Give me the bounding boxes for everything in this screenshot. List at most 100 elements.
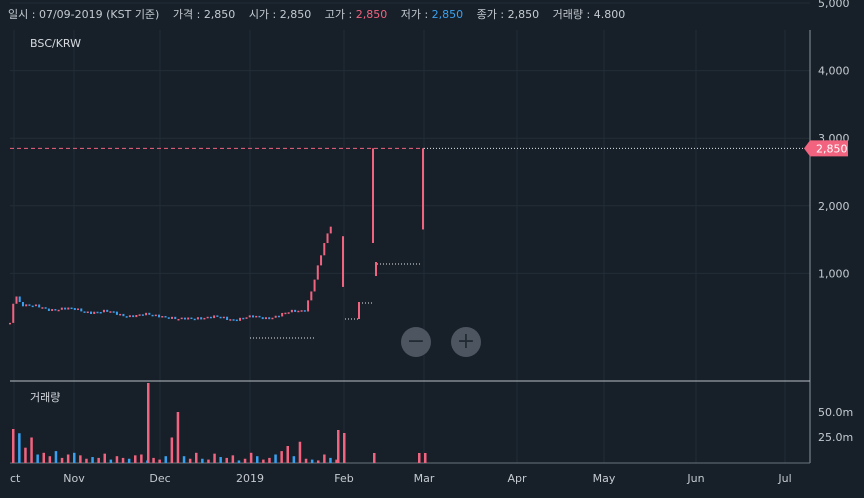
time-tick-label: Apr: [507, 472, 527, 485]
candle: [261, 317, 264, 320]
volume-bar: [24, 447, 27, 463]
volume-bar: [268, 457, 271, 463]
candle: [193, 318, 196, 321]
volume-bar: [134, 455, 137, 463]
candle: [148, 312, 151, 315]
ohlc-info-bar: 일시 : 07/09-2019 (KST 기준) 가격 : 2,850 시가 :…: [8, 8, 626, 21]
price-label: 가격: [172, 8, 194, 21]
candle: [15, 296, 18, 304]
time-tick-label: May: [593, 472, 616, 485]
candle: [313, 279, 316, 292]
candle: [180, 317, 183, 320]
price-value: 2,850: [203, 8, 236, 21]
low-label: 저가: [400, 8, 421, 21]
volume-bar: [262, 459, 265, 463]
volume-bar: [188, 458, 192, 463]
high-value: 2,850: [355, 8, 388, 21]
candle: [222, 316, 225, 319]
volume-bar: [152, 457, 155, 463]
candle: [258, 315, 261, 318]
candle: [86, 311, 89, 314]
candle: [135, 314, 138, 318]
close-value: 2,850: [507, 8, 540, 21]
candle: [115, 311, 118, 315]
zoom-out-button[interactable]: −: [401, 327, 431, 357]
volume-bar: [207, 459, 210, 463]
candle: [294, 309, 297, 312]
candle: [125, 316, 128, 318]
price-tick-label: 4,000: [818, 65, 850, 78]
candle: [174, 316, 177, 320]
candle: [255, 315, 258, 318]
candle: [190, 317, 193, 320]
volume-bar: [73, 452, 76, 463]
candle: [9, 322, 11, 325]
volume-bar: [30, 437, 33, 463]
open-value: 2,850: [279, 8, 312, 21]
candle: [60, 307, 63, 310]
volume-bar: [225, 457, 228, 463]
candle: [245, 317, 248, 319]
volume-bar: [18, 433, 21, 463]
candle: [177, 318, 180, 321]
price-tick-label: 2,000: [818, 200, 850, 213]
volume-bar: [323, 454, 326, 463]
volume-bar: [103, 453, 106, 463]
spike-candle: [422, 148, 424, 230]
candle: [187, 317, 190, 320]
close-label: 종가: [476, 8, 497, 21]
candle: [239, 317, 242, 321]
last-price-label: 2,850: [816, 142, 848, 155]
candle: [281, 312, 284, 317]
volume-bar: [373, 453, 376, 463]
candle: [122, 313, 125, 317]
candle: [90, 311, 92, 314]
volume-tick-label: 50.0m: [818, 406, 853, 419]
volume-bar: [147, 383, 150, 463]
volume-bar: [292, 456, 296, 463]
candle: [375, 262, 377, 276]
open-label: 시가: [248, 8, 270, 21]
candle: [320, 255, 323, 266]
volume-bar: [12, 429, 15, 463]
candle: [213, 315, 216, 319]
candle: [57, 309, 60, 312]
time-tick-label: Nov: [63, 472, 85, 485]
volume-bar: [424, 453, 427, 463]
candle: [242, 317, 245, 320]
candle: [38, 304, 41, 308]
candle: [284, 312, 287, 315]
zoom-in-button[interactable]: +: [451, 327, 481, 357]
low-value: 2,850: [431, 8, 464, 21]
candle: [264, 317, 267, 320]
candle: [73, 308, 76, 311]
candle: [229, 319, 232, 321]
candle: [161, 316, 164, 318]
volume-bar: [343, 433, 346, 463]
time-tick-label: Feb: [334, 472, 353, 485]
volume-bar: [127, 458, 131, 463]
candle: [316, 265, 319, 280]
volume-bar: [115, 456, 119, 463]
volume-panel-title: 거래량: [30, 391, 61, 404]
volume-bar: [97, 457, 100, 463]
candle: [271, 317, 274, 320]
candle: [31, 305, 34, 308]
candle: [274, 315, 277, 318]
volume-bar: [213, 453, 216, 463]
volume-bar: [170, 437, 174, 463]
candle: [158, 314, 161, 318]
candle: [47, 308, 50, 311]
volume-bar: [317, 460, 320, 463]
candle: [326, 233, 329, 244]
volume-bar: [335, 459, 338, 463]
candle: [167, 317, 170, 319]
candle: [21, 302, 24, 307]
volume-bar: [280, 451, 283, 463]
volume-bar: [164, 456, 167, 463]
volume-bar: [298, 441, 302, 463]
time-tick-label: Dec: [149, 472, 170, 485]
candle: [310, 291, 313, 301]
candle: [96, 311, 99, 314]
